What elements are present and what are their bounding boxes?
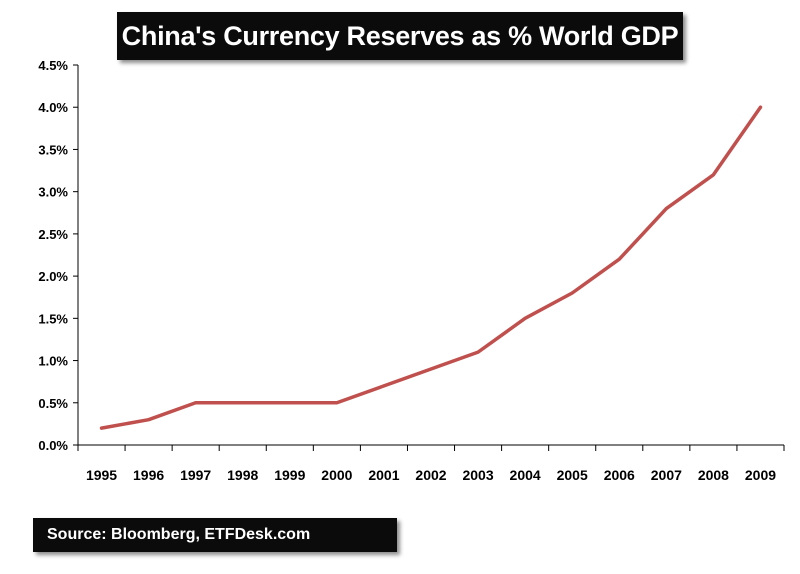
y-tick-label: 2.5% [38, 227, 68, 242]
x-axis-tick-labels: 1995 1996 1997 1998 1999 2000 2001 2002 2003 2004… [77, 445, 785, 483]
data-point [617, 257, 621, 261]
y-tick-label: 4.5% [38, 58, 68, 73]
x-tick-label: 1998 [227, 467, 258, 483]
data-point [194, 401, 198, 405]
x-tick-label: 2004 [510, 467, 541, 483]
x-tick-label: 2009 [745, 467, 776, 483]
data-point [664, 207, 668, 211]
x-tick-label: 2006 [604, 467, 635, 483]
y-tick-label: 1.0% [38, 354, 68, 369]
chart-title: China's Currency Reserves as % World GDP [117, 12, 683, 60]
data-point [570, 291, 574, 295]
data-point [711, 173, 715, 177]
data-point [147, 418, 151, 422]
y-tick-label: 3.0% [38, 185, 68, 200]
x-tick-label: 2002 [415, 467, 446, 483]
x-tick-label: 1997 [180, 467, 211, 483]
x-tick-label: 2001 [368, 467, 399, 483]
data-point [335, 401, 339, 405]
x-tick-label: 2007 [651, 467, 682, 483]
x-tick-label: 2008 [698, 467, 729, 483]
x-tick-label: 2005 [557, 467, 588, 483]
y-tick-label: 1.5% [38, 311, 68, 326]
y-tick-label: 0.0% [38, 438, 68, 453]
data-point [476, 350, 480, 354]
data-point [382, 384, 386, 388]
series-line [99, 105, 763, 430]
x-tick-label: 1996 [133, 467, 164, 483]
y-tick-label: 4.0% [38, 100, 68, 115]
x-tick-label: 2000 [321, 467, 352, 483]
y-tick-label: 2.0% [38, 269, 68, 284]
data-point [429, 367, 433, 371]
y-axis-tick-labels: 0.0% 0.5% 1.0% 1.5% 2.0% 2.5% 3.0% 3.5% 4.0% 4.5% [38, 58, 78, 453]
x-tick-label: 1995 [86, 467, 117, 483]
source-label: Source: Bloomberg, ETFDesk.com [33, 518, 397, 552]
y-tick-label: 3.5% [38, 142, 68, 157]
y-tick-label: 0.5% [38, 396, 68, 411]
data-point [241, 401, 245, 405]
x-tick-label: 2003 [462, 467, 493, 483]
chart-axes [77, 65, 784, 446]
series-lines [99, 105, 763, 430]
data-point [100, 426, 104, 430]
x-tick-label: 1999 [274, 467, 305, 483]
data-point [758, 105, 762, 109]
data-point [288, 401, 292, 405]
data-point [523, 316, 527, 320]
